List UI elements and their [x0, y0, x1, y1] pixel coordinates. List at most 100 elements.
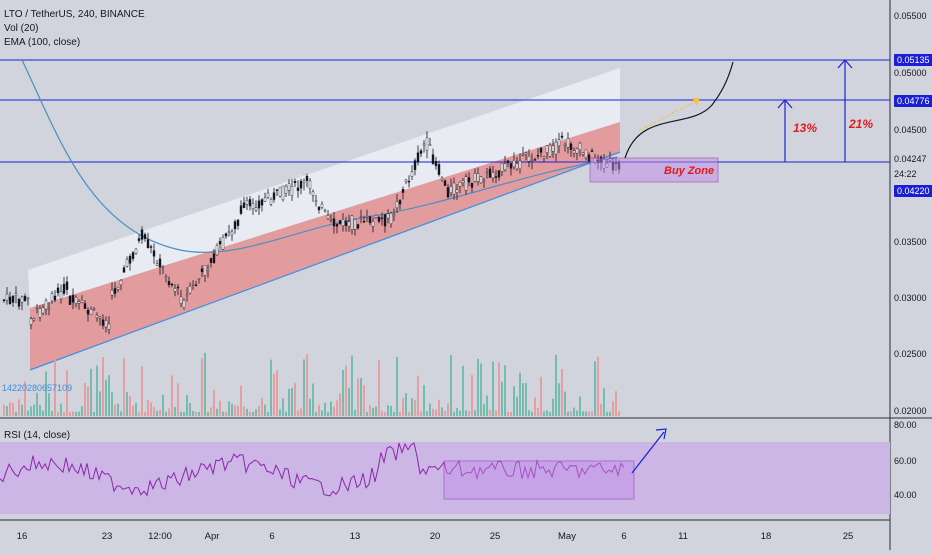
candle-body [371, 221, 375, 227]
volume-bar [351, 355, 353, 416]
volume-bar [507, 411, 509, 416]
volume-bar [537, 407, 539, 416]
volume-bar [276, 370, 278, 416]
candle-body [146, 239, 150, 249]
volume-bar [9, 402, 11, 416]
candle-body [326, 215, 330, 219]
candle-body [476, 173, 480, 182]
volume-bar [612, 401, 614, 416]
candle-body [323, 209, 327, 212]
volume-bar [195, 412, 197, 416]
volume-bar [429, 403, 431, 416]
candle-body [272, 192, 276, 200]
candle-body [236, 219, 240, 226]
candle-body [377, 216, 381, 222]
volume-bar [18, 399, 20, 416]
volume-bar [165, 411, 167, 416]
volume-bar [249, 411, 251, 416]
volume-bar [390, 405, 392, 416]
candle-body [470, 183, 474, 188]
price-box-label: 0.04220 [894, 185, 932, 197]
volume-bar [222, 411, 224, 416]
volume-bar [531, 411, 533, 416]
candle-body [233, 221, 237, 230]
candle-body [563, 144, 567, 146]
volume-bar [324, 402, 326, 416]
candle-body [590, 150, 594, 152]
volume-indicator-label[interactable]: Vol (20) [4, 23, 39, 34]
volume-bar [411, 398, 413, 416]
volume-bar [219, 400, 221, 416]
buy-zone-label: Buy Zone [664, 165, 715, 177]
volume-bar [525, 383, 527, 416]
candle-body [14, 293, 18, 296]
candle-body [449, 186, 453, 193]
candle-body [575, 148, 579, 154]
volume-bar [558, 383, 560, 416]
volume-bar [345, 365, 347, 416]
volume-bar [465, 410, 467, 416]
rsi-tick-label: 40.00 [894, 490, 917, 500]
volume-bar [138, 411, 140, 416]
volume-bar [393, 411, 395, 416]
volume-bar [510, 411, 512, 416]
volume-bar [291, 387, 293, 416]
candle-body [581, 152, 585, 155]
volume-bar [285, 411, 287, 416]
candle-body [311, 191, 315, 196]
volume-bar [60, 403, 62, 416]
candle-body [482, 180, 486, 183]
candle-body [386, 213, 390, 219]
time-tick-label: 11 [678, 531, 688, 542]
volume-bar [342, 369, 344, 416]
volume-bar [270, 359, 272, 416]
volume-bar [405, 393, 407, 416]
candle-body [155, 263, 159, 266]
volume-bar [483, 404, 485, 416]
candle-body [353, 219, 357, 230]
volume-bar [93, 411, 95, 416]
candle-body [560, 135, 564, 138]
candle-body [173, 288, 177, 292]
projection-dashed-line [639, 99, 699, 131]
volume-bar [51, 410, 53, 416]
volume-bar [438, 399, 440, 416]
volume-bar [357, 378, 359, 416]
volume-value-label: 14220280657109 [2, 383, 73, 393]
volume-bar [435, 409, 437, 416]
volume-bar [174, 407, 176, 416]
volume-bar [573, 407, 575, 416]
volume-bar [495, 410, 497, 416]
volume-bar [204, 352, 206, 416]
chart-title: LTO / TetherUS, 240, BINANCE [4, 9, 145, 20]
volume-bar [459, 410, 461, 416]
rsi-breakout-arrowhead [655, 428, 667, 440]
candle-body [332, 218, 336, 227]
candle-body [461, 180, 465, 183]
ema-line [21, 59, 616, 253]
candle-body [107, 323, 111, 330]
candle-body [278, 186, 282, 197]
candle-body [446, 187, 450, 198]
candle-body [542, 156, 546, 159]
candle-body [539, 147, 543, 153]
candle-body [161, 266, 165, 268]
rsi-indicator-label[interactable]: RSI (14, close) [4, 430, 71, 441]
candle-body [404, 179, 408, 183]
volume-bar [258, 405, 260, 416]
candle-body [557, 139, 561, 147]
candle-body [122, 267, 126, 273]
volume-bar [399, 411, 401, 416]
volume-bar [552, 398, 554, 416]
volume-bar [417, 375, 419, 416]
volume-bar [159, 409, 161, 416]
volume-bar [102, 357, 104, 416]
candle-body [200, 268, 204, 272]
candle-body [572, 150, 576, 154]
ema-indicator-label[interactable]: EMA (100, close) [4, 37, 81, 48]
candle-body [2, 299, 6, 302]
volume-bar [561, 368, 563, 416]
candle-body [194, 284, 198, 286]
